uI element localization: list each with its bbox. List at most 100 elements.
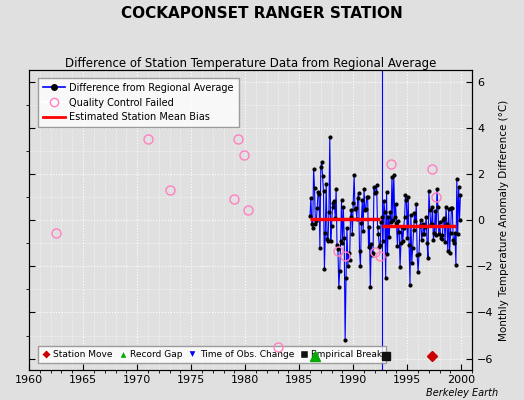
- Point: [316, 244, 324, 251]
- Point: [383, 189, 391, 195]
- Point: [448, 205, 456, 212]
- Point: [307, 194, 315, 201]
- Point: [330, 198, 339, 204]
- Point: [419, 221, 428, 227]
- Point: [380, 209, 389, 215]
- Point: [438, 232, 446, 239]
- Text: Berkeley Earth: Berkeley Earth: [425, 388, 498, 398]
- Point: [352, 204, 360, 211]
- Point: [351, 206, 359, 212]
- Point: [385, 234, 394, 240]
- Point: [393, 242, 401, 249]
- Point: [441, 239, 449, 245]
- Point: [354, 194, 362, 201]
- Point: [400, 214, 409, 220]
- Point: [433, 186, 441, 192]
- Point: [373, 182, 381, 188]
- Point: [320, 266, 329, 272]
- Y-axis label: Monthly Temperature Anomaly Difference (°C): Monthly Temperature Anomaly Difference (…: [499, 100, 509, 341]
- Point: [445, 250, 454, 256]
- Point: [370, 190, 379, 196]
- Point: [363, 194, 371, 200]
- Point: [386, 209, 395, 215]
- Point: [329, 200, 337, 206]
- Point: [406, 282, 414, 288]
- Point: [407, 212, 415, 218]
- Point: [367, 240, 375, 247]
- Point: [346, 214, 355, 220]
- Point: [443, 221, 451, 228]
- Point: [453, 231, 462, 238]
- Point: [368, 252, 376, 258]
- Point: [306, 213, 314, 220]
- Point: [420, 231, 429, 238]
- Point: [312, 218, 321, 224]
- Point: [316, 164, 325, 170]
- Point: [318, 159, 326, 166]
- Point: [380, 198, 388, 204]
- Point: [399, 225, 408, 231]
- Point: [435, 218, 444, 225]
- Point: [370, 184, 378, 190]
- Point: [313, 204, 321, 211]
- Text: COCKAPONSET RANGER STATION: COCKAPONSET RANGER STATION: [121, 6, 403, 21]
- Point: [377, 219, 385, 226]
- Point: [364, 194, 372, 200]
- Point: [325, 208, 333, 215]
- Point: [332, 186, 340, 192]
- Point: [409, 244, 417, 251]
- Point: [424, 255, 432, 262]
- Point: [416, 223, 424, 230]
- Point: [399, 238, 407, 244]
- Point: [322, 181, 331, 188]
- Point: [337, 197, 346, 204]
- Point: [341, 337, 350, 343]
- Title: Difference of Station Temperature Data from Regional Average: Difference of Station Temperature Data f…: [65, 57, 436, 70]
- Point: [362, 206, 370, 213]
- Point: [452, 262, 460, 268]
- Point: [447, 205, 455, 212]
- Point: [309, 225, 317, 231]
- Point: [359, 228, 367, 235]
- Point: [349, 200, 357, 206]
- Point: [397, 239, 405, 246]
- Point: [358, 197, 366, 203]
- Point: [428, 220, 436, 227]
- Point: [395, 229, 403, 235]
- Point: [429, 237, 438, 243]
- Point: [310, 184, 319, 191]
- Point: [389, 172, 398, 178]
- Point: [417, 217, 425, 224]
- Point: [372, 189, 380, 195]
- Point: [350, 172, 358, 179]
- Point: [326, 238, 335, 244]
- Point: [409, 227, 418, 233]
- Point: [378, 214, 386, 220]
- Point: [379, 238, 387, 244]
- Point: [418, 236, 426, 243]
- Point: [394, 218, 402, 225]
- Point: [398, 224, 406, 230]
- Point: [365, 224, 374, 230]
- Point: [319, 188, 328, 195]
- Point: [411, 218, 420, 224]
- Point: [434, 204, 442, 210]
- Point: [373, 224, 381, 230]
- Point: [364, 244, 373, 251]
- Point: [315, 190, 323, 197]
- Point: [390, 214, 399, 220]
- Point: [423, 240, 431, 246]
- Point: [381, 274, 390, 281]
- Point: [344, 250, 353, 256]
- Point: [329, 203, 337, 210]
- Point: [439, 217, 447, 223]
- Point: [360, 186, 368, 192]
- Point: [431, 208, 440, 214]
- Point: [444, 206, 453, 212]
- Point: [334, 246, 342, 252]
- Point: [430, 229, 439, 236]
- Point: [356, 263, 365, 270]
- Point: [402, 197, 411, 204]
- Point: [451, 230, 459, 236]
- Point: [436, 235, 445, 242]
